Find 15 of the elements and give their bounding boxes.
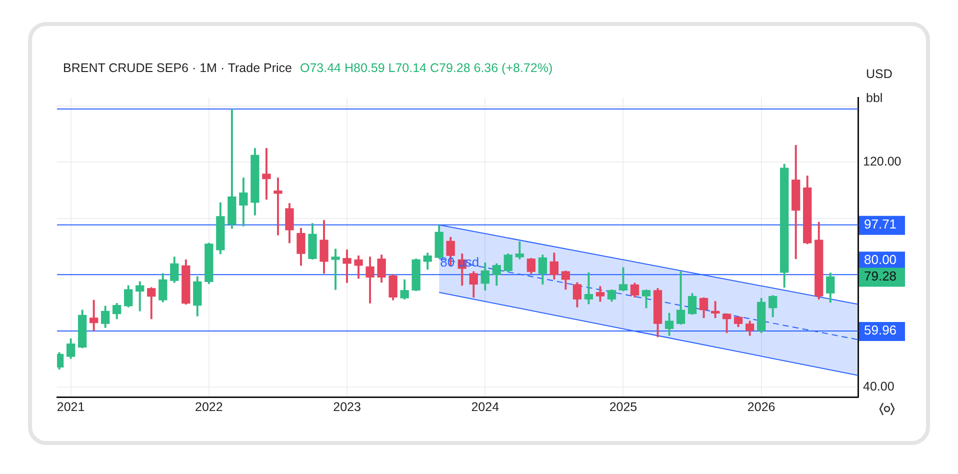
y-axis-title: USD bbl: [866, 66, 892, 107]
ref-line-label: 80.00: [864, 252, 897, 268]
ref-line-label: 59.96: [864, 322, 897, 338]
chart-subtitle: O73.44 H80.59 L70.14 C79.28 6.36 (+8.72%): [300, 61, 553, 75]
x-tick-label: 2025: [609, 400, 638, 414]
ref-line-label: 97.71: [864, 216, 897, 232]
x-tick-label: 2023: [333, 400, 361, 414]
y-tick-label: 40.00: [863, 380, 894, 394]
x-tick-label: 2022: [195, 400, 223, 414]
x-tick-label: 2024: [471, 400, 500, 414]
x-tick-label: 2026: [747, 400, 776, 414]
y-tick-label: 120.00: [863, 154, 902, 169]
chart-title: BRENT CRUDE SEP6 · 1M · Trade Price: [63, 61, 292, 75]
x-tick-label: 2021: [56, 400, 85, 414]
text: 79.28: [864, 268, 897, 284]
